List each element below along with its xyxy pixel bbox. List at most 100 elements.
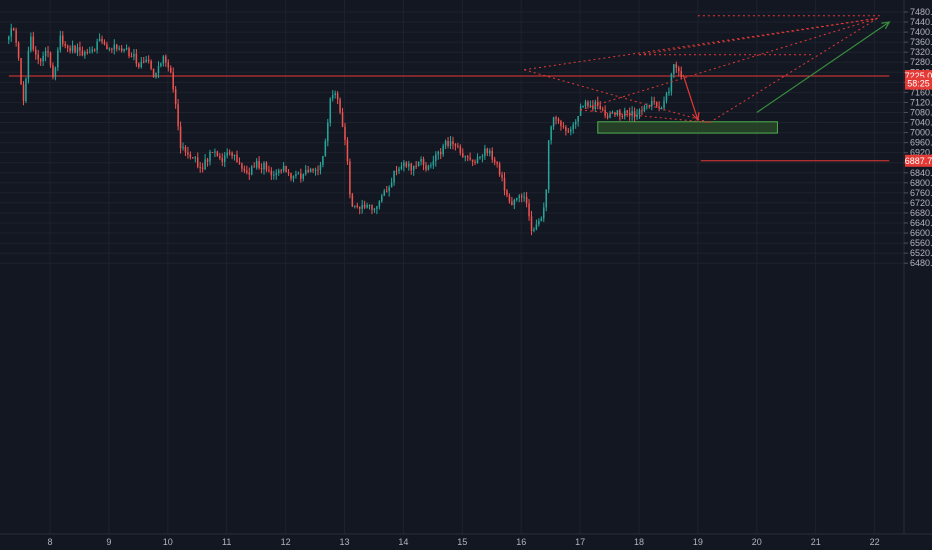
- candle-body: [290, 173, 292, 179]
- candle-body: [206, 159, 209, 162]
- demand-zone-rect[interactable]: [597, 121, 778, 134]
- candle-body: [27, 50, 30, 79]
- candle-body: [577, 115, 579, 122]
- arrow-head[interactable]: [691, 112, 700, 122]
- candle-body: [81, 50, 84, 56]
- candle-body: [385, 190, 388, 192]
- candle-body: [106, 44, 108, 50]
- direction-arrows[interactable]: [682, 21, 891, 122]
- candle-body: [479, 156, 481, 158]
- candle-body: [162, 56, 165, 64]
- candle-body: [663, 100, 665, 108]
- pattern-line[interactable]: [524, 69, 710, 124]
- x-tick-label: 9: [106, 537, 111, 547]
- candle-body: [37, 54, 39, 60]
- arrow-shaft[interactable]: [756, 21, 890, 113]
- candle-body: [565, 127, 567, 131]
- candle-body: [120, 48, 123, 51]
- candle-body: [204, 159, 206, 169]
- candle-body: [545, 189, 547, 208]
- candle-body: [579, 106, 582, 116]
- candle-body: [25, 78, 27, 102]
- candle-body: [115, 44, 118, 49]
- candle-body: [486, 148, 489, 154]
- candle-body: [118, 48, 120, 50]
- candle-body: [219, 156, 221, 159]
- candle-body: [371, 204, 373, 210]
- x-tick-label: 12: [281, 537, 291, 547]
- candle-body: [547, 140, 550, 190]
- demand-zone[interactable]: [597, 121, 778, 134]
- pattern-line[interactable]: [580, 109, 710, 124]
- y-tick-label: 6840.0: [910, 168, 932, 178]
- x-tick-label: 19: [693, 537, 703, 547]
- pattern-annotations[interactable]: [524, 17, 878, 124]
- candle-body: [400, 166, 403, 169]
- candle-body: [680, 71, 682, 78]
- candle-body: [454, 144, 457, 146]
- candle-body: [71, 45, 74, 51]
- y-tick-label: 6600.0: [910, 228, 932, 238]
- candle-body: [660, 107, 663, 109]
- candle-body: [562, 125, 565, 128]
- arrow-head[interactable]: [881, 21, 891, 30]
- y-tick-label: 6680.0: [910, 208, 932, 218]
- candle-body: [270, 170, 273, 176]
- candle-body: [84, 52, 86, 56]
- candle-body: [491, 150, 494, 160]
- candle-body: [255, 161, 258, 168]
- candle-body: [356, 205, 359, 208]
- y-tick-label: 6640.0: [910, 218, 932, 228]
- candle-body: [150, 61, 152, 69]
- candle-body: [182, 147, 184, 149]
- candle-body: [47, 51, 49, 53]
- candle-body: [167, 62, 170, 68]
- candle-body: [606, 115, 609, 118]
- candle-body: [32, 36, 35, 50]
- x-tick-label: 11: [222, 537, 231, 547]
- candle-body: [187, 152, 189, 155]
- arrow-shaft[interactable]: [682, 74, 699, 121]
- candle-body: [530, 216, 533, 231]
- candle-body: [597, 101, 599, 106]
- candle-body: [192, 157, 194, 159]
- candle-body: [346, 139, 349, 162]
- y-tick-label: 6560.0: [910, 238, 932, 248]
- candle-body: [673, 64, 675, 75]
- candle-body: [277, 170, 280, 173]
- candle-body: [86, 52, 89, 54]
- candle-body: [653, 101, 655, 103]
- candle-body: [442, 145, 444, 155]
- candle-body: [22, 84, 25, 102]
- candle-body: [135, 53, 138, 64]
- candle-body: [179, 126, 182, 149]
- candle-body: [111, 48, 113, 50]
- candle-body: [295, 174, 297, 177]
- time-axis-background[interactable]: [0, 534, 932, 550]
- candle-body: [462, 153, 464, 158]
- candle-body: [388, 187, 390, 192]
- candle-body: [69, 47, 71, 51]
- candle-body: [214, 151, 216, 153]
- candle-body: [457, 145, 459, 147]
- candle-body: [459, 146, 462, 154]
- pattern-line[interactable]: [579, 17, 878, 111]
- y-tick-label: 7320.0: [910, 47, 932, 57]
- candle-body: [42, 55, 44, 62]
- candle-body: [466, 156, 469, 158]
- x-tick-label: 21: [811, 537, 821, 547]
- candle-body: [665, 93, 668, 101]
- candle-body: [184, 147, 187, 153]
- candle-body: [435, 154, 437, 162]
- pattern-line[interactable]: [638, 17, 878, 56]
- candle-body: [668, 91, 670, 94]
- candle-body: [354, 205, 356, 207]
- candle-body: [616, 110, 619, 115]
- candle-body: [508, 195, 511, 202]
- candle-body: [349, 161, 351, 195]
- y-tick-label: 6520.0: [910, 248, 932, 258]
- time-axis[interactable]: 8 9 10 11 12 13 14 15 16 17 18 19 20 21 22: [47, 537, 879, 547]
- candle-body: [410, 163, 413, 171]
